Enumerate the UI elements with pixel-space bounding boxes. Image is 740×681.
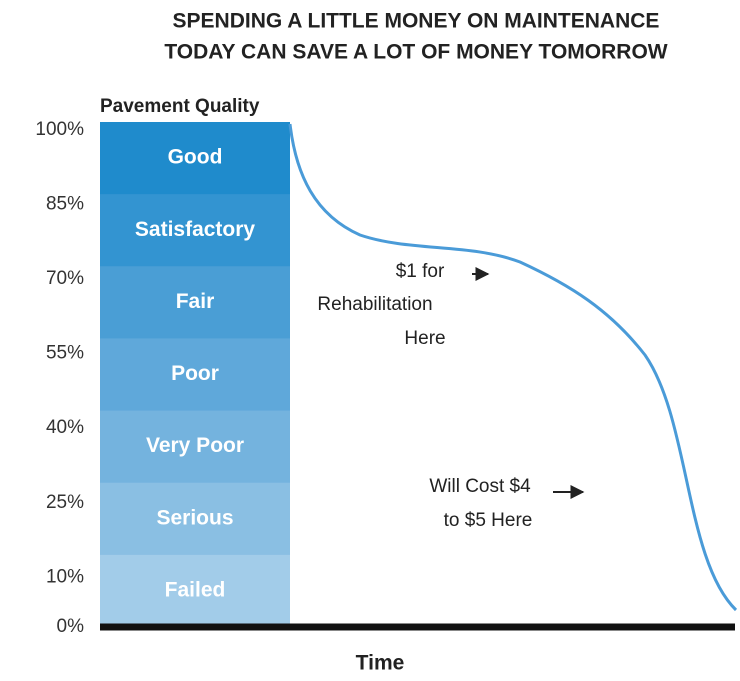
y-tick-label: 100% (35, 119, 84, 140)
y-tick-label: 10% (46, 566, 84, 587)
y-tick-label: 70% (46, 268, 84, 289)
quality-band (100, 482, 290, 556)
annotation: Here (404, 328, 445, 349)
chart-title: SPENDING A LITTLE MONEY ON MAINTENANCE (173, 10, 660, 33)
chart-title: TODAY CAN SAVE A LOT OF MONEY TOMORROW (164, 41, 667, 64)
quality-band (100, 338, 290, 412)
annotation: Rehabilitation (317, 294, 432, 315)
y-tick-label: 25% (46, 492, 84, 513)
band-label: Very Poor (146, 434, 244, 457)
band-label: Satisfactory (135, 218, 256, 241)
quality-band (100, 266, 290, 339)
annotation: to $5 Here (444, 510, 533, 531)
y-tick-label: 55% (46, 343, 84, 364)
band-label: Serious (156, 506, 233, 529)
quality-band (100, 122, 290, 195)
band-label: Good (168, 146, 223, 169)
y-tick-label: 85% (46, 194, 84, 215)
y-tick-label: 0% (57, 616, 85, 637)
quality-band (100, 410, 290, 484)
band-label: Poor (171, 362, 219, 385)
x-axis-label: Time (356, 652, 405, 675)
deterioration-curve (288, 123, 738, 612)
annotation: Will Cost $4 (429, 476, 531, 497)
quality-band (100, 554, 290, 628)
y-axis-label: Pavement Quality (100, 96, 260, 117)
band-label: Fair (176, 290, 215, 313)
band-label: Failed (165, 578, 226, 601)
quality-band (100, 194, 290, 267)
y-tick-label: 40% (46, 417, 84, 438)
annotation: $1 for (396, 261, 445, 282)
